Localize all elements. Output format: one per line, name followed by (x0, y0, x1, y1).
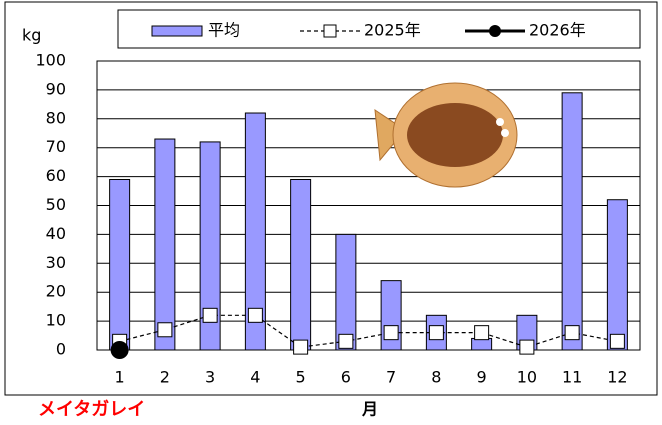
y-tick-label: 80 (46, 108, 66, 127)
bar (154, 138, 176, 351)
y-tick-label: 10 (46, 311, 66, 330)
x-tick-label: 6 (341, 368, 351, 387)
legend-label: 平均 (208, 21, 240, 40)
bar (244, 112, 266, 351)
x-tick-label: 10 (517, 368, 537, 387)
bar (109, 178, 131, 351)
marker (564, 325, 580, 341)
y-tick-label: 70 (46, 137, 66, 156)
x-tick-label: 1 (115, 368, 125, 387)
marker (428, 325, 444, 341)
marker (383, 325, 399, 341)
y-tick-label: 20 (46, 282, 66, 301)
y-tick-label: 50 (46, 195, 66, 214)
marker (609, 333, 625, 349)
x-tick-label: 4 (250, 368, 260, 387)
x-axis-label: 月 (361, 400, 378, 419)
y-tick-label: 60 (46, 166, 66, 185)
y-tick-label: 100 (35, 51, 66, 70)
y-tick-label: 90 (46, 79, 66, 98)
x-tick-label: 2 (160, 368, 170, 387)
legend-marker (323, 24, 337, 38)
x-tick-label: 3 (205, 368, 215, 387)
marker (338, 333, 354, 349)
legend-swatch (151, 25, 203, 37)
y-axis-label: kg (22, 26, 41, 45)
marker (519, 339, 535, 355)
y-tick-label: 40 (46, 224, 66, 243)
bar (606, 199, 628, 351)
marker (247, 307, 263, 323)
bar (199, 141, 221, 351)
marker (293, 339, 309, 355)
x-tick-label: 8 (431, 368, 441, 387)
x-tick-label: 7 (386, 368, 396, 387)
marker (110, 341, 129, 359)
line (119, 314, 618, 348)
x-tick-label: 9 (477, 368, 487, 387)
fish-illustration (374, 82, 518, 188)
annotation: メイタガレイ (38, 399, 145, 420)
legend-label: 2025年 (364, 21, 421, 40)
legend-marker (489, 25, 501, 37)
bar (290, 178, 312, 351)
marker (202, 307, 218, 323)
marker (474, 325, 490, 341)
x-tick-label: 12 (607, 368, 627, 387)
x-tick-label: 11 (562, 368, 582, 387)
y-tick-label: 0 (56, 340, 66, 359)
legend-label: 2026年 (529, 21, 586, 40)
y-tick-label: 30 (46, 253, 66, 272)
legend-box (117, 9, 641, 49)
chart-frame (4, 1, 658, 396)
marker (157, 322, 173, 338)
bar (561, 92, 583, 351)
bar (335, 233, 357, 351)
bar (471, 337, 493, 351)
x-tick-label: 5 (296, 368, 306, 387)
